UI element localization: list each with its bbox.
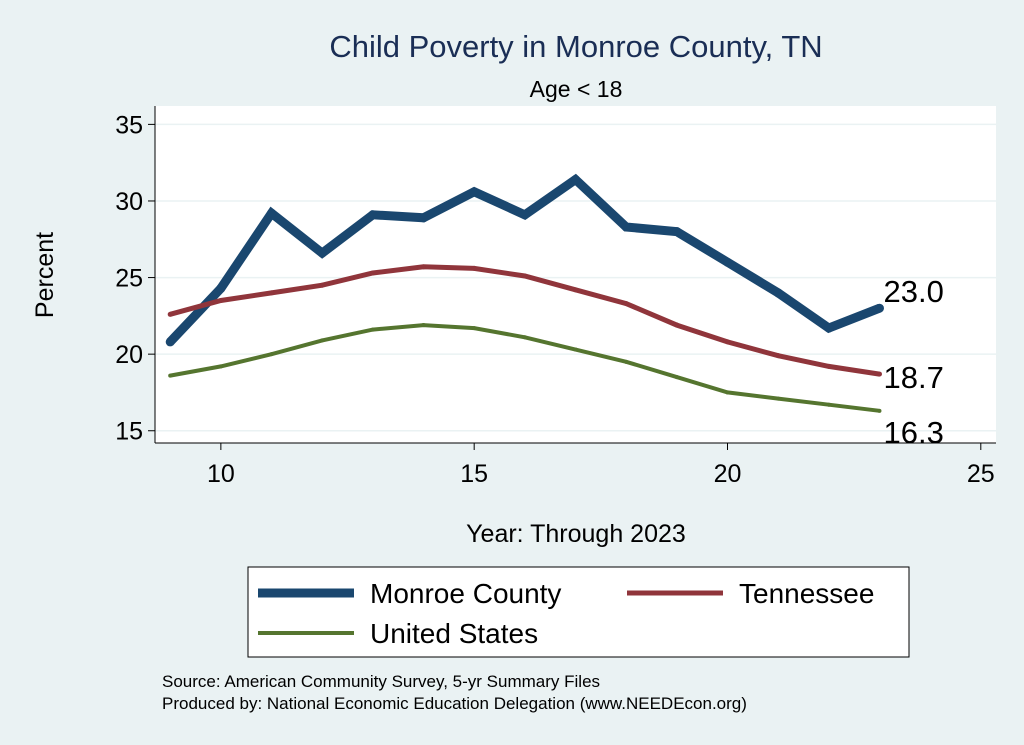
- data-point-tennessee-9: [167, 311, 173, 317]
- data-point-united-states-22: [826, 402, 831, 407]
- data-point-united-states-23: [877, 408, 882, 413]
- data-point-monroe-county-22: [824, 323, 834, 333]
- data-point-united-states-13: [370, 327, 375, 332]
- chart-subtitle: Age < 18: [530, 76, 623, 102]
- data-point-tennessee-23: [876, 371, 882, 377]
- x-tick-label-25: 25: [967, 460, 995, 488]
- data-point-tennessee-14: [421, 264, 427, 270]
- y-tick-label-30: 30: [115, 188, 143, 216]
- data-point-united-states-11: [269, 352, 274, 357]
- data-point-tennessee-12: [319, 282, 325, 288]
- data-point-tennessee-13: [370, 270, 376, 276]
- data-point-united-states-21: [776, 396, 781, 401]
- y-tick-label-35: 35: [115, 111, 143, 139]
- end-label-tennessee: 18.7: [883, 360, 943, 395]
- data-point-united-states-15: [472, 326, 477, 331]
- data-point-monroe-county-23: [874, 303, 884, 313]
- data-point-monroe-county-12: [317, 248, 327, 258]
- legend-label-tennessee: Tennessee: [739, 578, 874, 609]
- legend: Monroe County Tennessee United States: [258, 578, 874, 649]
- data-point-monroe-county-13: [368, 210, 378, 220]
- data-point-united-states-16: [522, 335, 527, 340]
- y-axis-ticks: 15 20 25 30 35: [115, 111, 155, 446]
- data-point-monroe-county-18: [621, 222, 631, 232]
- y-axis-title: Percent: [31, 232, 59, 318]
- data-point-tennessee-11: [269, 290, 275, 296]
- legend-box: [247, 566, 910, 658]
- data-point-united-states-19: [674, 375, 679, 380]
- end-labels: 23.0 18.7 16.3: [883, 274, 943, 450]
- data-point-monroe-county-15: [469, 187, 479, 197]
- data-point-monroe-county-10: [216, 283, 226, 293]
- data-point-monroe-county-11: [267, 208, 277, 218]
- data-point-united-states-20: [725, 390, 730, 395]
- y-tick-label-20: 20: [115, 341, 143, 369]
- data-point-tennessee-10: [218, 298, 224, 304]
- x-tick-label-15: 15: [460, 460, 488, 488]
- series-lines: [165, 173, 884, 413]
- data-point-united-states-18: [624, 359, 629, 364]
- data-point-monroe-county-21: [773, 288, 783, 298]
- legend-label-monroe-county: Monroe County: [370, 578, 561, 609]
- data-point-united-states-14: [421, 323, 426, 328]
- data-point-tennessee-20: [724, 339, 730, 345]
- data-point-united-states-12: [320, 338, 325, 343]
- y-tick-label-25: 25: [115, 265, 143, 293]
- gridlines: [155, 123, 996, 432]
- source-note: Source: American Community Survey, 5-yr …: [162, 672, 600, 691]
- data-point-tennessee-19: [674, 322, 680, 328]
- data-point-united-states-10: [218, 364, 223, 369]
- data-point-monroe-county-14: [419, 213, 429, 223]
- data-point-tennessee-15: [471, 265, 477, 271]
- data-point-united-states-9: [168, 373, 173, 378]
- data-point-monroe-county-9: [165, 337, 175, 347]
- x-axis-title: Year: Through 2023: [466, 520, 686, 548]
- chart-title: Child Poverty in Monroe County, TN: [329, 29, 822, 64]
- x-tick-label-20: 20: [714, 460, 742, 488]
- data-point-tennessee-17: [573, 287, 578, 293]
- legend-label-united-states: United States: [370, 618, 538, 649]
- data-point-tennessee-21: [775, 353, 781, 359]
- data-point-tennessee-18: [623, 301, 629, 307]
- data-point-tennessee-16: [522, 273, 528, 279]
- x-axis-ticks: 10 15 20 25: [207, 443, 995, 488]
- x-tick-label-10: 10: [207, 460, 235, 488]
- data-point-monroe-county-20: [722, 257, 732, 267]
- data-point-monroe-county-16: [520, 210, 530, 220]
- data-point-monroe-county-17: [571, 175, 580, 185]
- y-tick-label-15: 15: [115, 418, 143, 446]
- end-label-monroe-county: 23.0: [883, 274, 943, 309]
- data-point-tennessee-22: [826, 363, 832, 369]
- plot-area: [155, 106, 996, 443]
- producer-note: Produced by: National Economic Education…: [162, 694, 747, 713]
- data-point-united-states-17: [573, 347, 578, 352]
- end-label-united-states: 16.3: [883, 415, 943, 450]
- data-point-monroe-county-19: [672, 227, 682, 237]
